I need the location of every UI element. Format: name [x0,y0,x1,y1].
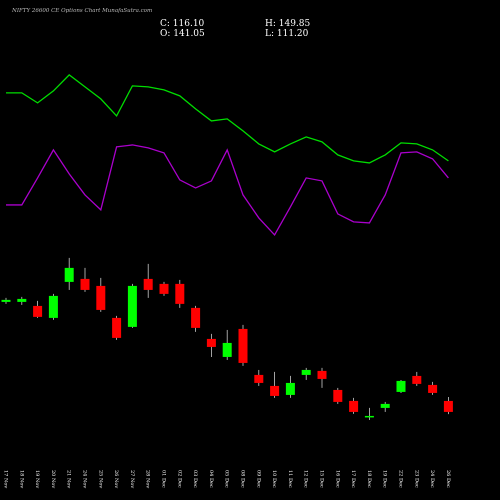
candle-body [64,267,74,282]
candle-body [333,389,343,402]
candle-body [396,380,406,392]
header-high: H: 149.85 [265,19,311,29]
x-tick-label: 23 Dec [413,470,419,488]
candle-body [380,403,390,408]
candle-body [33,305,43,317]
x-tick-label: 28 Nov [145,470,151,488]
candle-body [238,328,248,363]
candle-body [206,338,216,347]
candle-body [80,278,90,290]
x-tick-label: 24 Nov [82,470,88,488]
candle-body [254,374,264,383]
x-tick-label: 19 Dec [382,470,388,488]
header-low: L: 111.20 [265,29,309,39]
x-tick-label: 21 Nov [66,470,72,488]
x-tick-label: 25 Nov [97,470,103,488]
x-tick-label: 02 Dec [176,470,182,488]
indicator-line [6,73,449,164]
x-tick-label: 19 Nov [34,470,40,488]
x-tick-label: 24 Dec [429,470,435,488]
candle-body [143,278,153,290]
x-tick-label: 26 Nov [113,470,119,488]
candle-body [222,342,232,357]
candle-body [412,375,422,384]
x-tick-label: 03 Dec [192,470,198,488]
candle-body [443,400,453,412]
x-tick-label: 12 Dec [303,470,309,488]
indicator-line [6,144,449,236]
candle-body [96,285,106,310]
x-tick-label: 18 Dec [366,470,372,488]
x-tick-label: 08 Dec [240,470,246,488]
x-tick-label: 18 Nov [18,470,24,488]
candle-body [191,307,201,328]
header-close: C: 116.10 [160,19,205,29]
candle-body [127,285,137,327]
candle-body [364,415,374,418]
x-tick-label: 27 Nov [129,470,135,488]
chart-title: NIFTY 26600 CE Options Chart MunafaSutra… [11,8,152,14]
x-tick-label: 04 Dec [208,470,214,488]
header-open: O: 141.05 [160,29,205,39]
x-tick-label: 20 Nov [50,470,56,488]
x-tick-label: 22 Dec [398,470,404,488]
x-tick-label: 05 Dec [224,470,230,488]
candle-body [17,298,27,302]
x-tick-label: 01 Dec [161,470,167,488]
candle-body [175,283,185,304]
candle-body [301,369,311,375]
candle-body [159,283,169,294]
x-tick-label: 09 Dec [255,470,261,488]
candle-body [1,299,11,302]
x-tick-label: 26 Dec [445,470,451,488]
candle-body [349,400,359,412]
x-tick-label: 16 Dec [334,470,340,488]
candle-body [112,317,122,338]
x-tick-label: 17 Nov [3,470,9,488]
candle-body [317,370,327,379]
x-tick-label: 10 Dec [271,470,277,488]
candle-body [270,385,280,396]
candle-body [48,295,58,318]
x-tick-label: 15 Dec [319,470,325,488]
candle-body [285,382,295,395]
x-tick-label: 11 Dec [287,470,293,488]
x-tick-label: 17 Dec [350,470,356,488]
candle-body [428,384,438,393]
